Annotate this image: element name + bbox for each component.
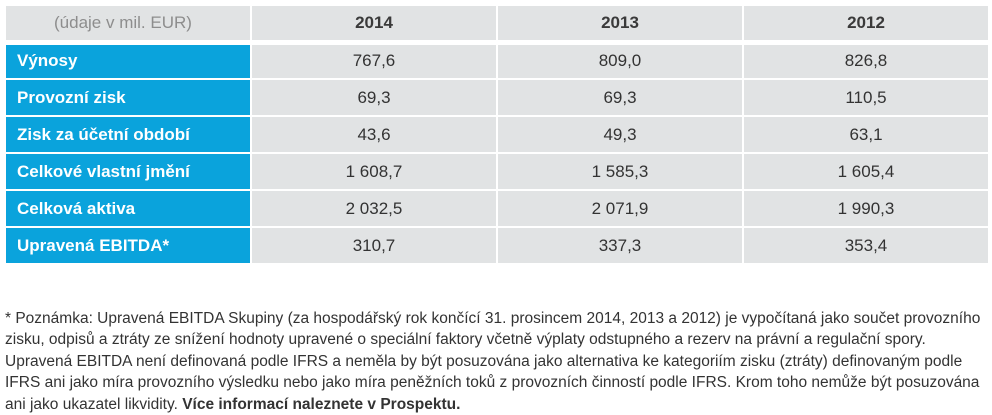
table-cell: 69,3 <box>251 79 497 116</box>
table-row: Provozní zisk 69,3 69,3 110,5 <box>5 79 989 116</box>
row-label: Provozní zisk <box>5 79 251 116</box>
table-cell: 767,6 <box>251 42 497 79</box>
row-label: Výnosy <box>5 42 251 79</box>
table-header-row: (údaje v mil. EUR) 2014 2013 2012 <box>5 5 989 42</box>
footnote: * Poznámka: Upravená EBITDA Skupiny (za … <box>5 308 985 415</box>
table-cell: 826,8 <box>743 42 989 79</box>
row-label: Upravená EBITDA* <box>5 227 251 264</box>
footnote-text: * Poznámka: Upravená EBITDA Skupiny (za … <box>5 310 980 413</box>
table-cell: 1 608,7 <box>251 153 497 190</box>
table-cell: 1 990,3 <box>743 190 989 227</box>
table-row: Výnosy 767,6 809,0 826,8 <box>5 42 989 79</box>
table-row: Upravená EBITDA* 310,7 337,3 353,4 <box>5 227 989 264</box>
table-cell: 43,6 <box>251 116 497 153</box>
financial-table: (údaje v mil. EUR) 2014 2013 2012 Výnosy… <box>4 4 990 265</box>
year-header-2013: 2013 <box>497 5 743 42</box>
table-cell: 69,3 <box>497 79 743 116</box>
table-cell: 353,4 <box>743 227 989 264</box>
table-cell: 110,5 <box>743 79 989 116</box>
footnote-prospectus-reference: Více informací naleznete v Prospektu. <box>182 396 460 413</box>
table-cell: 337,3 <box>497 227 743 264</box>
table-cell: 49,3 <box>497 116 743 153</box>
table-cell: 63,1 <box>743 116 989 153</box>
table-row: Zisk za účetní období 43,6 49,3 63,1 <box>5 116 989 153</box>
year-header-2014: 2014 <box>251 5 497 42</box>
table-cell: 809,0 <box>497 42 743 79</box>
table-row: Celkové vlastní jmění 1 608,7 1 585,3 1 … <box>5 153 989 190</box>
table-cell: 2 071,9 <box>497 190 743 227</box>
table-cell: 1 585,3 <box>497 153 743 190</box>
table-cell: 2 032,5 <box>251 190 497 227</box>
table-row: Celková aktiva 2 032,5 2 071,9 1 990,3 <box>5 190 989 227</box>
table-cell: 310,7 <box>251 227 497 264</box>
unit-label: (údaje v mil. EUR) <box>5 5 251 42</box>
row-label: Zisk za účetní období <box>5 116 251 153</box>
row-label: Celková aktiva <box>5 190 251 227</box>
row-label: Celkové vlastní jmění <box>5 153 251 190</box>
year-header-2012: 2012 <box>743 5 989 42</box>
table-cell: 1 605,4 <box>743 153 989 190</box>
